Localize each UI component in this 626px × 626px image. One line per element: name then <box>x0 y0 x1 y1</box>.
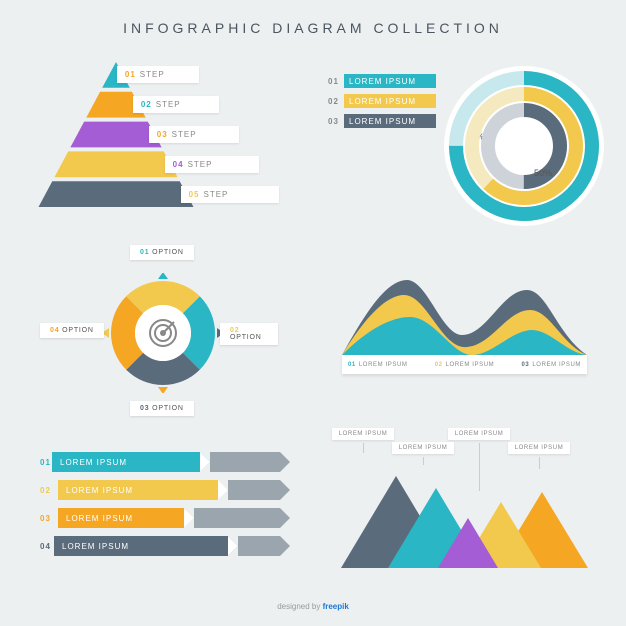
pyramid-step-label: 03STEP <box>149 126 239 143</box>
donut-option-label: 02 OPTION <box>220 323 278 345</box>
attribution: designed by freepik <box>0 596 626 614</box>
pyramid-step-label: 02STEP <box>133 96 219 113</box>
arrow-bar-row: 03LOREM IPSUM <box>40 508 280 528</box>
pyramid-step-label: 01STEP <box>117 66 199 83</box>
attribution-brand: freepik <box>323 602 349 611</box>
pyramid-diagram: 01STEP 02STEP 03STEP 04STEP 05STEP <box>38 62 298 222</box>
wave-legend-item: 01LOREM IPSUM <box>348 362 407 368</box>
arrow-bars-diagram: 01LOREM IPSUM 02LOREM IPSUM 03LOREM IPSUM 0… <box>40 452 280 564</box>
triangle-cluster-diagram: LOREM IPSUMLOREM IPSUMLOREM IPSUMLOREM I… <box>316 428 606 578</box>
radial-legend: 01LOREM IPSUM 02LOREM IPSUM 03LOREM IPSUM <box>328 74 436 134</box>
wave-diagram: 01LOREM IPSUM 02LOREM IPSUM 03LOREM IPSUM <box>342 275 587 405</box>
diagram-grid: 01STEP 02STEP 03STEP 04STEP 05STEP 01LOREM I… <box>0 50 626 596</box>
arrow-bar-row: 02LOREM IPSUM <box>40 480 280 500</box>
wave-legend: 01LOREM IPSUM 02LOREM IPSUM 03LOREM IPSUM <box>342 354 587 374</box>
page-title: INFOGRAPHIC DIAGRAM COLLECTION <box>0 0 626 36</box>
radial-legend-item: 03LOREM IPSUM <box>328 114 436 128</box>
wave-legend-item: 02LOREM IPSUM <box>435 362 494 368</box>
radial-diagram: 01LOREM IPSUM02LOREM IPSUM03LOREM IPSUM … <box>328 62 608 232</box>
radial-svg: 75%50% <box>440 62 608 230</box>
triangle-label: LOREM IPSUM <box>504 442 574 469</box>
pyramid-step-label: 05STEP <box>181 186 279 203</box>
attribution-prefix: designed by <box>277 602 322 611</box>
arrow-bar-row: 01LOREM IPSUM <box>40 452 280 472</box>
donut-option-label: 03 OPTION <box>130 401 194 416</box>
radial-legend-item: 02LOREM IPSUM <box>328 94 436 108</box>
radial-legend-item: 01LOREM IPSUM <box>328 74 436 88</box>
donut-svg <box>103 273 223 393</box>
wave-legend-item: 03LOREM IPSUM <box>522 362 581 368</box>
donut-diagram: 01 OPTION02 OPTION03 OPTION04 OPTION <box>48 245 278 420</box>
donut-option-label: 04 OPTION <box>40 323 104 338</box>
donut-option-label: 01 OPTION <box>130 245 194 260</box>
arrow-bar-row: 04LOREM IPSUM <box>40 536 280 556</box>
pyramid-step-label: 04STEP <box>165 156 259 173</box>
wave-svg <box>342 275 587 355</box>
svg-text:50%: 50% <box>534 168 552 178</box>
